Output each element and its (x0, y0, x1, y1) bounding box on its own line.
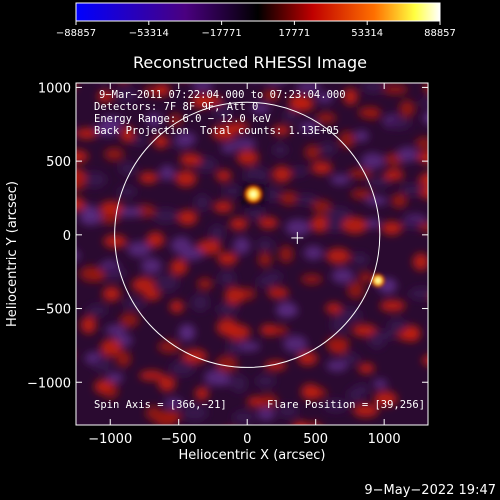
x-tick-label: 0 (243, 432, 251, 447)
y-ticks: −1000 −500 0 500 1000 (27, 81, 428, 391)
y-tick-label: −1000 (27, 376, 71, 391)
detectors-label: Detectors: 7F 8F 9F, Att 0 (94, 101, 258, 113)
time-range-label: 9−Mar−2011 07:22:04.000 to 07:23:04.000 (99, 89, 346, 101)
footer-date: 9−May−2022 19:47 (364, 483, 496, 498)
solar-limb (114, 101, 381, 368)
x-tick-label: 500 (303, 432, 328, 447)
x-ticks: −1000 −500 0 500 1000 (88, 83, 401, 447)
spin-axis-label: Spin Axis = [366,−21] (94, 399, 227, 411)
colorbar-ticks (75, 21, 441, 25)
image-field (76, 83, 428, 425)
y-axis-label: Heliocentric Y (arcsec) (5, 181, 20, 327)
flare-source (242, 183, 265, 206)
y-tick-label: 0 (63, 229, 71, 244)
colorbar (75, 2, 441, 22)
colorbar-tick-label: 17771 (278, 28, 310, 39)
energy-range-label: Energy Range: 6.0 − 12.0 keV (94, 113, 272, 125)
colorbar-tick-label: 88857 (424, 28, 456, 39)
colorbar-labels: −88857 −53314 −17771 17771 53314 88857 (56, 28, 456, 39)
colorbar-tick-label: −53314 (129, 28, 169, 39)
colorbar-tick-label: 53314 (351, 28, 383, 39)
plot-frame (75, 82, 429, 426)
chart-title: Reconstructed RHESSI Image (133, 53, 367, 72)
x-axis-label: Heliocentric X (arcsec) (179, 448, 326, 463)
method-label: Back Projection (94, 125, 189, 137)
flare-position-label: Flare Position = [39,256] (267, 399, 425, 411)
y-tick-label: 500 (46, 155, 71, 170)
x-tick-label: −500 (161, 432, 197, 447)
spin-axis-marker (291, 231, 304, 244)
y-tick-label: 1000 (38, 81, 71, 96)
x-tick-label: 1000 (368, 432, 401, 447)
colorbar-tick-label: −17771 (201, 28, 241, 39)
flare-source (370, 272, 387, 289)
total-counts-label: Total counts: 1.13E+05 (200, 125, 339, 137)
y-tick-label: −500 (35, 303, 71, 318)
colorbar-tick-label: −88857 (56, 28, 96, 39)
x-tick-label: −1000 (88, 432, 132, 447)
